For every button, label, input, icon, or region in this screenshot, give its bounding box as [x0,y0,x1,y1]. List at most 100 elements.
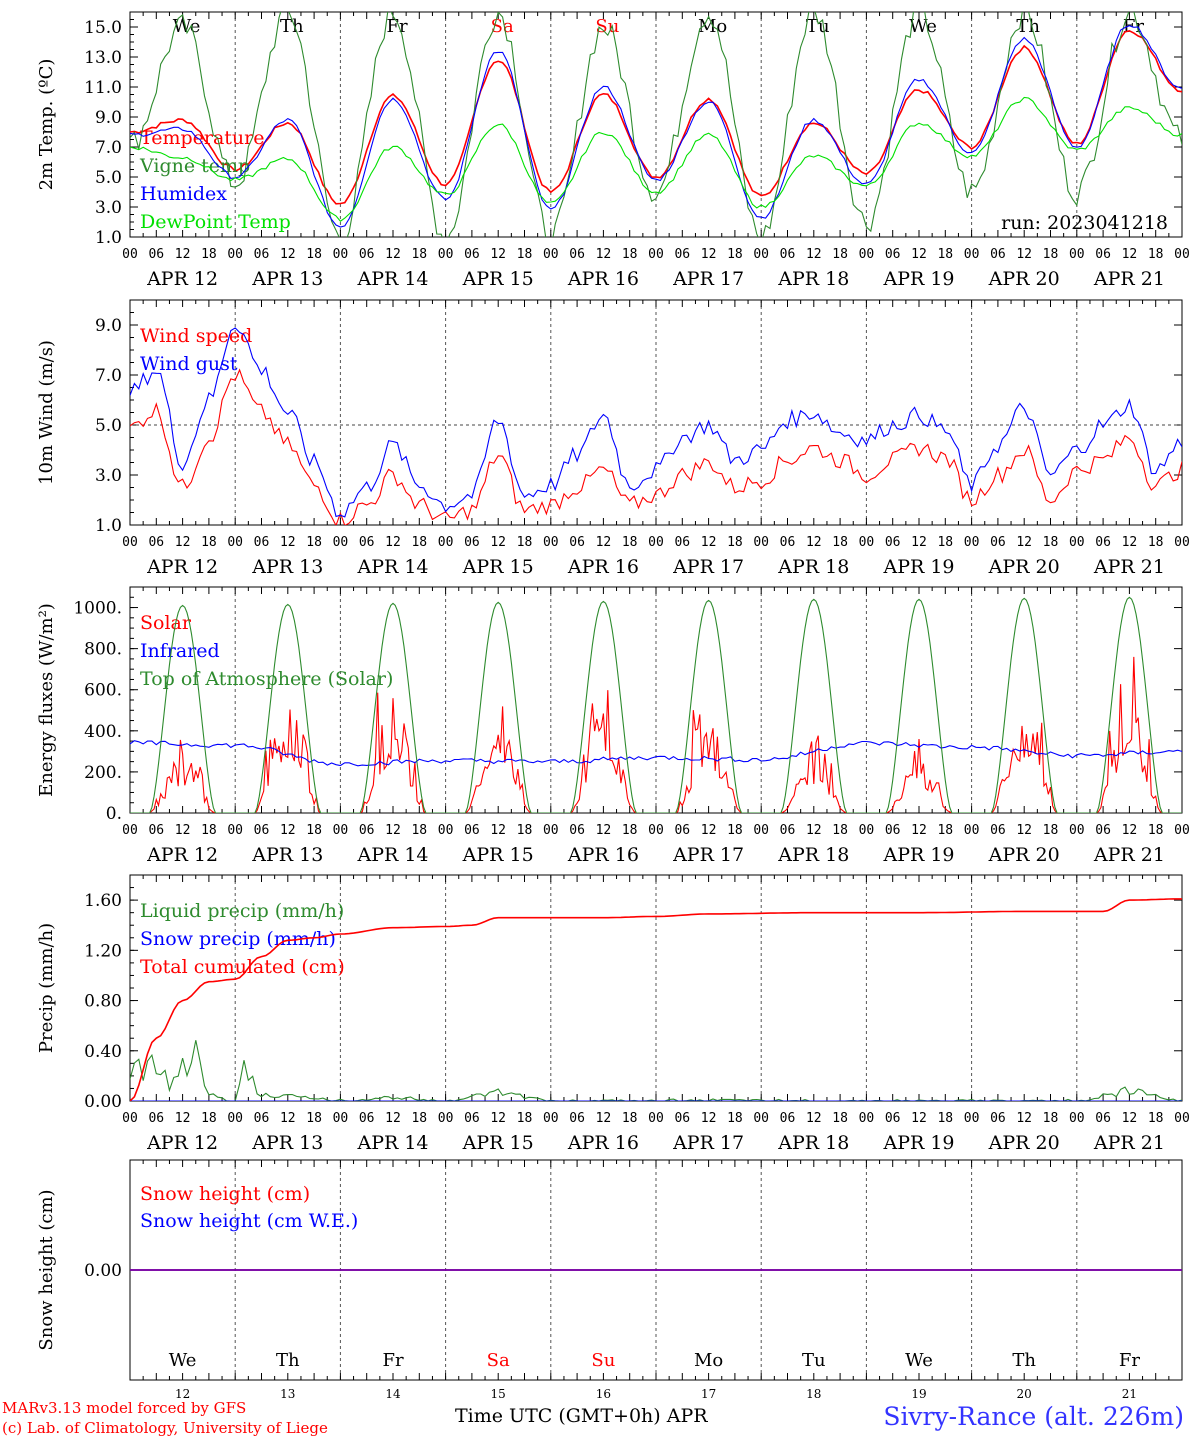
x-hour-label: 00 [1069,823,1085,838]
weekday-label: We [173,16,201,37]
x-hour-label: 18 [201,247,217,262]
x-hour-label: 12 [1016,823,1032,838]
x-hour-label: 12 [596,247,612,262]
x-date-label: APR 16 [567,268,639,290]
x-hour-label: 12 [385,535,401,550]
y-tick-label: 1.0 [95,228,122,248]
x-hour-label: 18 [1148,823,1164,838]
x-hour-label: 12 [806,247,822,262]
x-hour-label: 18 [937,1111,953,1126]
x-hour-label: 00 [438,247,454,262]
y-tick-label: 0. [106,804,122,824]
x-hour-label: 18 [832,535,848,550]
x-hour-label: 06 [674,1111,690,1126]
weekday-label: We [169,1350,197,1371]
x-hour-label: 12 [490,1111,506,1126]
x-date-label: APR 12 [146,1132,218,1154]
legend-entry: Temperature [140,127,264,149]
legend-entry: Infrared [140,640,220,662]
x-date-label: APR 17 [672,556,744,578]
x-hour-label: 00 [753,247,769,262]
x-hour-label: 12 [596,823,612,838]
x-hour-label: 06 [674,535,690,550]
weekday-label: Su [591,1350,615,1371]
x-hour-label: 06 [990,823,1006,838]
x-hour-label: 06 [885,535,901,550]
x-date-label: APR 13 [251,556,323,578]
x-hour-label: 00 [333,247,349,262]
x-hour-label: 18 [517,1111,533,1126]
x-hour-label: 00 [1069,1111,1085,1126]
y-tick-label: 3.0 [95,466,122,486]
x-date-label: APR 13 [251,844,323,866]
y-tick-label: 13.0 [84,48,122,68]
x-date-label: APR 13 [251,268,323,290]
x-hour-label: 18 [411,823,427,838]
x-hour-label: 00 [1174,535,1190,550]
day-number-label: 15 [491,1387,506,1400]
weekday-label: Tu [806,16,830,37]
day-number-label: 13 [280,1387,295,1400]
x-date-label: APR 14 [356,1132,428,1154]
x-hour-label: 06 [464,247,480,262]
x-hour-label: 12 [911,823,927,838]
y-tick-label: 600. [84,681,122,701]
x-hour-label: 18 [1043,247,1059,262]
y-tick-label: 5.0 [95,416,122,436]
x-hour-label: 12 [490,247,506,262]
x-date-label: APR 17 [672,1132,744,1154]
x-hour-label: 12 [280,247,296,262]
station-name: Sivry-Rance (alt. 226m) [883,1402,1184,1431]
x-hour-label: 06 [780,823,796,838]
x-date-label: APR 14 [356,844,428,866]
y-tick-label: 7.0 [95,366,122,386]
weekday-label: Fr [386,16,407,37]
weekday-label: Mo [694,1350,723,1371]
x-date-label: APR 14 [356,556,428,578]
x-hour-label: 06 [780,1111,796,1126]
legend-entry: Vigne temp [139,155,250,177]
series-line [130,96,1182,222]
weekday-label: Th [1012,1350,1036,1371]
x-hour-label: 12 [175,823,191,838]
x-hour-label: 00 [122,535,138,550]
series-line [130,596,1182,813]
legend-entry: Wind speed [140,325,252,347]
x-date-label: APR 15 [462,556,534,578]
x-hour-label: 06 [254,535,270,550]
y-axis-label: Energy fluxes (W/m²) [36,603,57,797]
y-tick-label: 1.0 [95,516,122,536]
x-hour-label: 18 [1148,535,1164,550]
x-hour-label: 18 [622,535,638,550]
y-tick-label: 200. [84,763,122,783]
y-tick-label: 0.00 [84,1092,122,1112]
weekday-label: Tu [802,1350,826,1371]
y-tick-label: 0.80 [84,992,122,1012]
x-hour-label: 06 [990,1111,1006,1126]
legend-entry: Snow height (cm) [140,1183,310,1205]
x-hour-label: 06 [254,823,270,838]
x-date-label: APR 12 [146,556,218,578]
x-hour-label: 06 [569,247,585,262]
x-hour-label: 06 [254,247,270,262]
x-axis-title: Time UTC (GMT+0h) APR [455,1405,708,1427]
x-hour-label: 12 [175,247,191,262]
day-number-label: 18 [806,1387,821,1400]
x-hour-label: 12 [596,1111,612,1126]
x-hour-label: 00 [753,535,769,550]
x-hour-label: 06 [780,247,796,262]
x-hour-label: 06 [885,247,901,262]
x-hour-label: 00 [438,1111,454,1126]
x-date-label: APR 18 [777,556,849,578]
x-hour-label: 12 [490,535,506,550]
x-hour-label: 12 [701,535,717,550]
x-hour-label: 00 [964,1111,980,1126]
x-hour-label: 18 [1148,247,1164,262]
x-hour-label: 18 [517,823,533,838]
run-label: run: 2023041218 [1001,212,1168,234]
day-number-label: 14 [385,1387,401,1400]
series-line [130,327,1182,518]
x-hour-label: 12 [1122,1111,1138,1126]
x-hour-label: 12 [280,1111,296,1126]
x-hour-label: 00 [964,535,980,550]
